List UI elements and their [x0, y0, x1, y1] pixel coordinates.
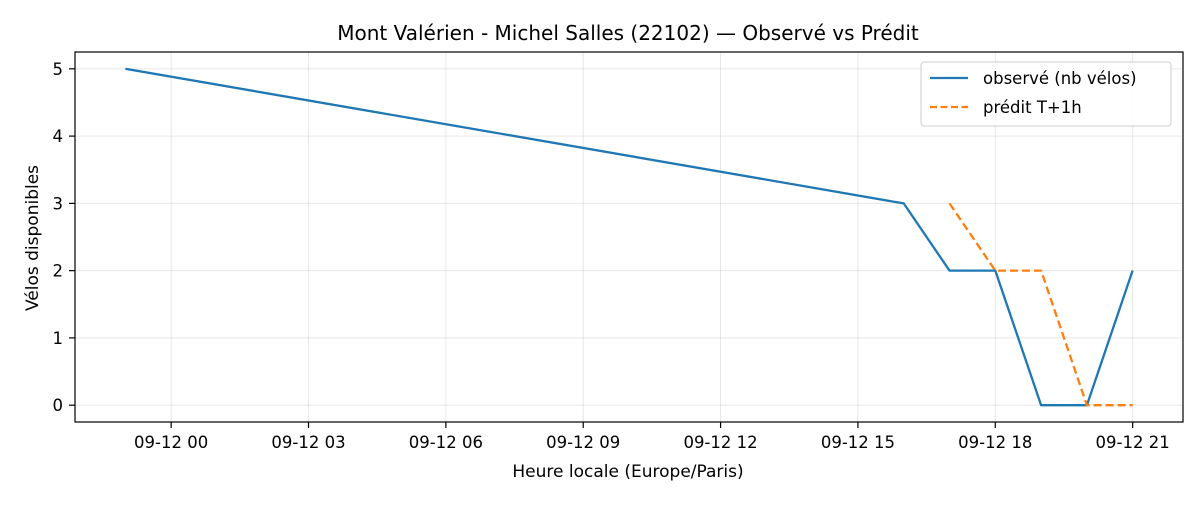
y-axis-label: Vélos disponibles	[23, 165, 43, 311]
x-tick-label: 09-12 21	[1096, 433, 1170, 452]
y-tick-label: 1	[53, 329, 64, 348]
legend-label-observed: observé (nb vélos)	[983, 69, 1137, 88]
x-tick-label: 09-12 00	[134, 433, 208, 452]
y-tick-label: 3	[53, 194, 64, 213]
legend-label-predicted: prédit T+1h	[983, 98, 1082, 117]
legend: observé (nb vélos) prédit T+1h	[921, 62, 1171, 126]
y-tick-label: 5	[53, 60, 64, 79]
series-line-predicted	[950, 203, 1133, 405]
y-tick-label: 0	[53, 396, 64, 415]
y-tick-label: 2	[53, 262, 64, 281]
x-axis-label: Heure locale (Europe/Paris)	[512, 462, 743, 482]
chart-title: Mont Valérien - Michel Salles (22102) — …	[337, 21, 919, 45]
x-tick-label: 09-12 18	[958, 433, 1032, 452]
y-tick-label: 4	[53, 127, 64, 146]
x-tick-label: 09-12 09	[546, 433, 620, 452]
x-tick-label: 09-12 03	[271, 433, 345, 452]
x-tick-label: 09-12 15	[821, 433, 895, 452]
x-tick-label: 09-12 12	[683, 433, 757, 452]
x-tick-label: 09-12 06	[409, 433, 483, 452]
